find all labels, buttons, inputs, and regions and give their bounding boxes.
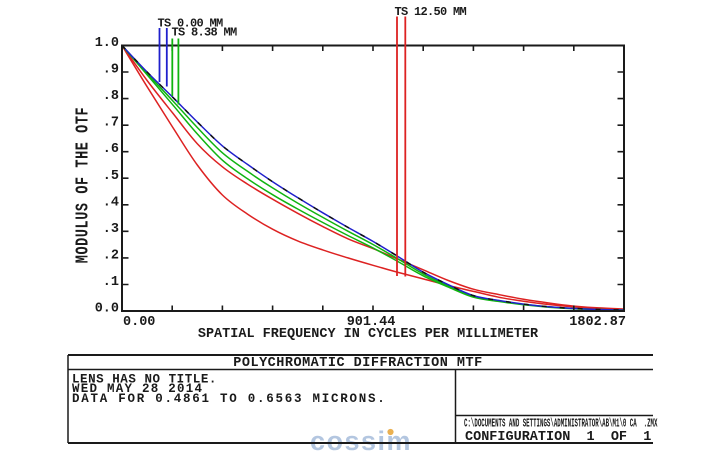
svg-text:.3: .3 bbox=[103, 222, 119, 237]
svg-text:TS 12.50 MM: TS 12.50 MM bbox=[395, 5, 467, 19]
svg-text:901.44: 901.44 bbox=[347, 315, 396, 330]
svg-text:.9: .9 bbox=[103, 63, 119, 78]
svg-text:WED MAY 28 2014: WED MAY 28 2014 bbox=[72, 382, 203, 396]
svg-text:.1: .1 bbox=[103, 275, 119, 290]
svg-text:SPATIAL FREQUENCY IN CYCLES PE: SPATIAL FREQUENCY IN CYCLES PER MILLIMET… bbox=[198, 327, 539, 342]
svg-text:0.00: 0.00 bbox=[123, 315, 155, 330]
svg-text:0.0: 0.0 bbox=[95, 302, 119, 317]
svg-text:1.0: 1.0 bbox=[95, 36, 119, 51]
svg-text:.7: .7 bbox=[103, 116, 119, 131]
svg-text:.4: .4 bbox=[103, 195, 119, 210]
svg-text:CONFIGURATION 1 OF 1: CONFIGURATION 1 OF 1 bbox=[465, 430, 651, 445]
svg-text:.8: .8 bbox=[103, 89, 119, 104]
svg-text:MODULUS OF THE OTF: MODULUS OF THE OTF bbox=[73, 107, 93, 263]
svg-text:LENS HAS NO TITLE.: LENS HAS NO TITLE. bbox=[72, 372, 217, 386]
svg-text:C:\DOCUMENTS AND SETTINGS\ADMI: C:\DOCUMENTS AND SETTINGS\ADMINISTRATOR\… bbox=[464, 416, 658, 430]
svg-text:.2: .2 bbox=[103, 248, 119, 263]
svg-text:DATA FOR 0.4861 TO 0.6563 MICR: DATA FOR 0.4861 TO 0.6563 MICRONS. bbox=[72, 392, 387, 406]
svg-text:POLYCHROMATIC DIFFRACTION MTF: POLYCHROMATIC DIFFRACTION MTF bbox=[233, 356, 482, 371]
svg-text:1802.87: 1802.87 bbox=[569, 315, 626, 330]
svg-text:cossim: cossim bbox=[310, 426, 412, 453]
svg-text:TS 0.00 MM: TS 0.00 MM bbox=[158, 17, 224, 31]
svg-text:.6: .6 bbox=[103, 142, 119, 157]
svg-text:TS 8.38 MM: TS 8.38 MM bbox=[172, 26, 238, 40]
svg-text:.5: .5 bbox=[103, 169, 119, 184]
